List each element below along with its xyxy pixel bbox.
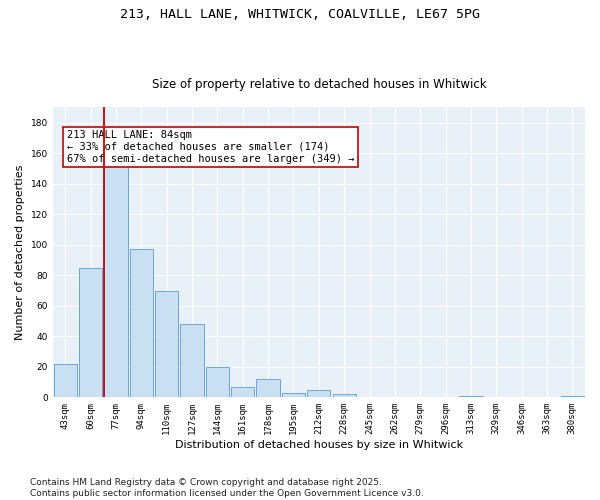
Text: 213, HALL LANE, WHITWICK, COALVILLE, LE67 5PG: 213, HALL LANE, WHITWICK, COALVILLE, LE6… xyxy=(120,8,480,20)
Y-axis label: Number of detached properties: Number of detached properties xyxy=(15,164,25,340)
Bar xyxy=(256,379,280,398)
Bar xyxy=(79,268,103,398)
Bar xyxy=(459,396,482,398)
Bar xyxy=(181,324,204,398)
Bar xyxy=(104,146,128,398)
Bar xyxy=(206,367,229,398)
Bar xyxy=(560,396,584,398)
Title: Size of property relative to detached houses in Whitwick: Size of property relative to detached ho… xyxy=(152,78,486,91)
Bar xyxy=(332,394,356,398)
Text: Contains HM Land Registry data © Crown copyright and database right 2025.
Contai: Contains HM Land Registry data © Crown c… xyxy=(30,478,424,498)
Text: 213 HALL LANE: 84sqm
← 33% of detached houses are smaller (174)
67% of semi-deta: 213 HALL LANE: 84sqm ← 33% of detached h… xyxy=(67,130,354,164)
X-axis label: Distribution of detached houses by size in Whitwick: Distribution of detached houses by size … xyxy=(175,440,463,450)
Bar xyxy=(130,250,153,398)
Bar xyxy=(282,393,305,398)
Bar xyxy=(53,364,77,398)
Bar xyxy=(155,290,178,398)
Bar xyxy=(307,390,331,398)
Bar xyxy=(231,386,254,398)
